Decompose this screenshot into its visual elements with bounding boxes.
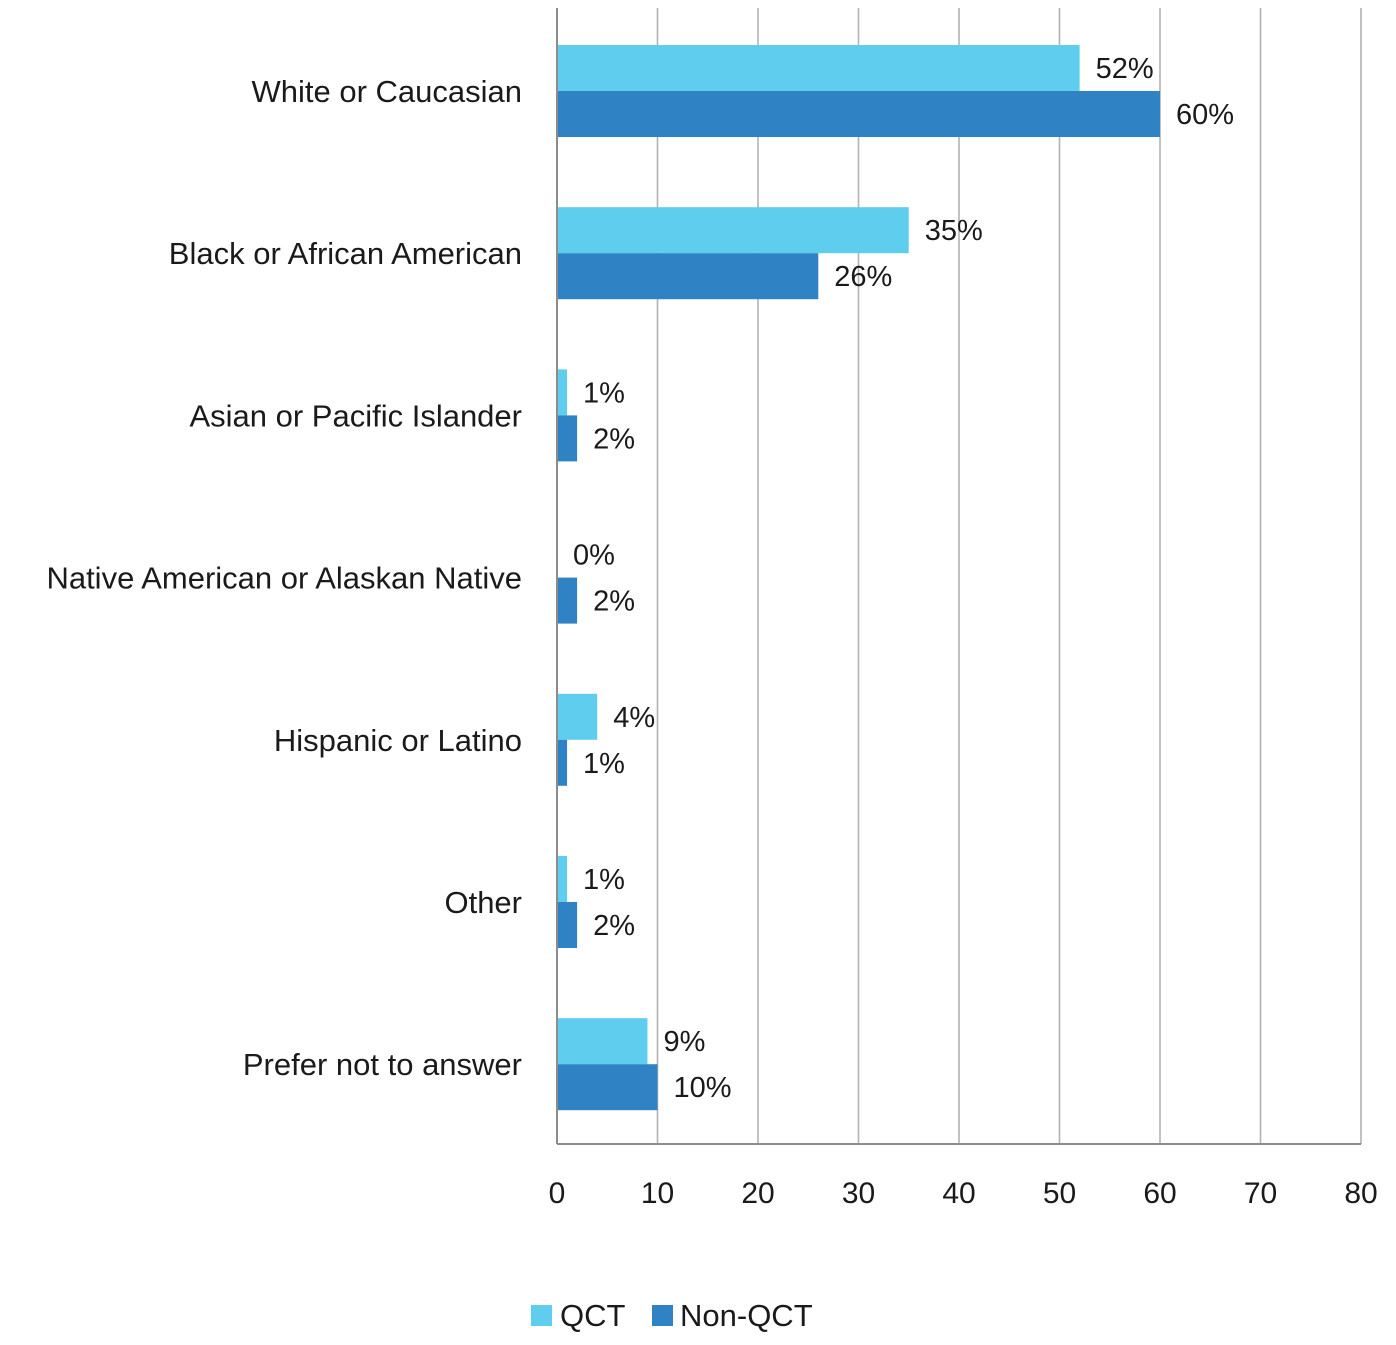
x-tick-label-20: 20 [741,1177,774,1210]
x-tick-label-80: 80 [1344,1177,1377,1210]
category-label: Asian or Pacific Islander [189,398,522,433]
bar-non-qct [557,91,1160,137]
category-label: Native American or Alaskan Native [46,561,522,596]
data-label: 10% [674,1072,732,1104]
x-tick-label-50: 50 [1043,1177,1076,1210]
category-label: White or Caucasian [251,74,522,109]
x-tick-label-30: 30 [842,1177,875,1210]
bars [557,45,1160,1111]
bar-non-qct [557,415,578,462]
data-label: 4% [613,702,655,734]
bar-non-qct [557,253,819,300]
data-label: 0% [573,540,615,572]
x-tick-label-10: 10 [641,1177,674,1210]
data-label: 60% [1176,99,1234,131]
gridlines [656,8,1362,1144]
bar-qct [557,1018,648,1065]
data-label: 35% [925,215,983,247]
legend-label-qct: QCT [560,1298,626,1333]
bar-non-qct [557,739,568,786]
x-tick-label-60: 60 [1143,1177,1176,1210]
bar-qct [557,45,1080,91]
bar-qct [557,856,568,902]
data-label: 2% [593,910,635,942]
x-tick-label-40: 40 [942,1177,975,1210]
category-label: Hispanic or Latino [274,723,522,758]
data-label: 52% [1096,53,1154,85]
bar-non-qct [557,577,578,624]
data-label: 9% [663,1026,705,1058]
data-label: 1% [583,864,625,896]
legend-label-non-qct: Non-QCT [680,1298,813,1333]
data-label: 1% [583,748,625,780]
labels: 0 10 20 30 40 50 60 70 80 White or Caucasian 52% 60… [46,53,1377,1210]
x-tick-label-70: 70 [1244,1177,1277,1210]
category-label: Black or African American [169,236,522,271]
category-label: Other [444,885,522,920]
category-label: Prefer not to answer [243,1047,522,1082]
data-label: 2% [593,586,635,618]
bar-qct [557,207,909,254]
data-label: 1% [583,377,625,409]
data-label: 26% [834,261,892,293]
axes [556,8,1361,1145]
bar-non-qct [557,902,578,948]
bar-qct [557,693,598,740]
legend-swatch-non-qct [652,1305,673,1326]
bar-qct [557,369,568,416]
legend: QCT Non-QCT [531,1298,813,1333]
data-label: 2% [593,423,635,455]
bar-non-qct [557,1064,658,1111]
legend-swatch-qct [531,1305,552,1326]
x-tick-label-0: 0 [549,1177,566,1210]
